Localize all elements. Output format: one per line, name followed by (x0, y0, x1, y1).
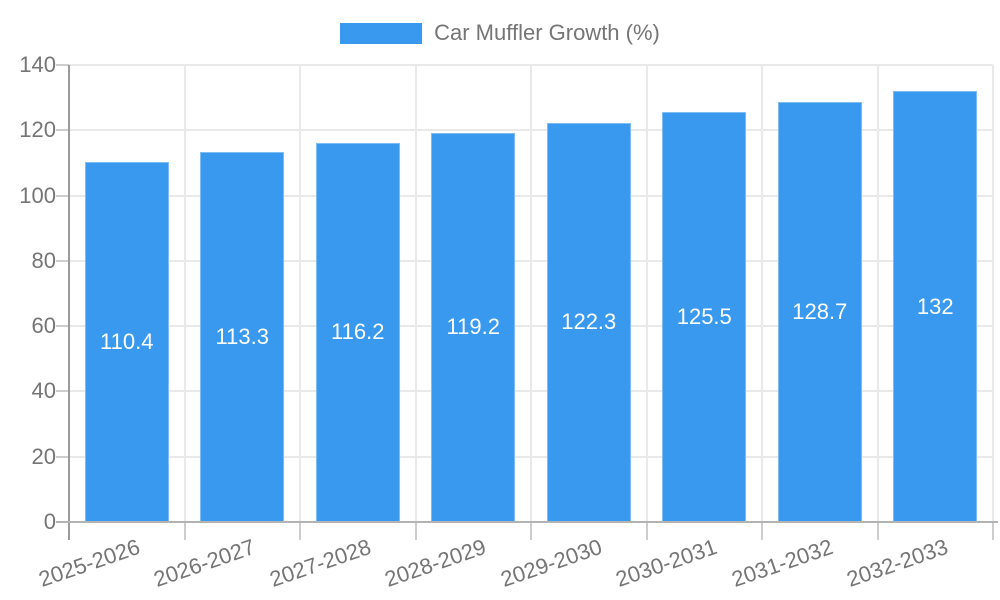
y-axis-tick-label: 100 (19, 182, 56, 208)
bar[interactable] (777, 101, 862, 522)
y-axis-tick-label: 80 (31, 247, 56, 273)
x-axis-tick (530, 522, 532, 540)
vertical-gridline (876, 65, 879, 522)
y-axis-tick (56, 64, 69, 66)
vertical-gridline (530, 65, 532, 522)
x-axis-tick (992, 522, 994, 540)
vertical-gridline (183, 65, 186, 522)
y-axis-tick-label: 40 (31, 378, 56, 404)
x-axis-tick (645, 522, 648, 540)
vertical-gridline (645, 65, 648, 522)
bar-value-label: 125.5 (676, 304, 732, 330)
bar-value-label: 128.7 (792, 298, 848, 324)
chart-legend[interactable]: Car Muffler Growth (%) (0, 20, 1000, 46)
y-axis-tick-label: 60 (31, 313, 56, 339)
x-axis-tick (299, 522, 301, 540)
bar-value-label: 116.2 (331, 319, 385, 345)
bar[interactable] (315, 142, 400, 522)
vertical-gridline (414, 65, 417, 522)
legend-label: Car Muffler Growth (%) (434, 20, 660, 45)
y-axis-tick-label: 120 (19, 117, 56, 143)
bar-value-label: 113.3 (215, 324, 269, 350)
y-axis-tick (56, 129, 69, 132)
bar[interactable] (546, 122, 631, 522)
y-axis-tick (56, 455, 69, 458)
bar[interactable] (431, 132, 516, 522)
y-axis-tick (56, 194, 69, 197)
bar-value-label: 110.4 (100, 328, 154, 354)
bar[interactable] (662, 112, 747, 522)
vertical-gridline (761, 65, 763, 522)
bar[interactable] (84, 161, 169, 522)
y-axis-line (68, 65, 70, 540)
vertical-gridline (299, 65, 301, 522)
x-axis-tick (183, 522, 186, 540)
vertical-gridline (992, 65, 994, 522)
x-axis-tick (761, 522, 763, 540)
bar-value-label: 132 (916, 293, 954, 319)
bar[interactable] (893, 91, 978, 522)
x-axis-tick (876, 522, 879, 540)
bar-value-label: 122.3 (561, 309, 617, 335)
legend-swatch (340, 22, 423, 44)
x-axis-baseline (56, 521, 998, 523)
y-axis-tick-label: 20 (31, 443, 56, 469)
y-axis-tick (56, 390, 69, 393)
bar-value-label: 119.2 (446, 314, 500, 340)
y-axis-tick-label: 0 (43, 509, 56, 534)
y-axis-tick-label: 140 (19, 52, 56, 77)
x-axis-tick (414, 522, 417, 540)
y-axis-tick (56, 325, 69, 328)
bar[interactable] (200, 152, 285, 522)
y-axis-tick (56, 259, 69, 262)
